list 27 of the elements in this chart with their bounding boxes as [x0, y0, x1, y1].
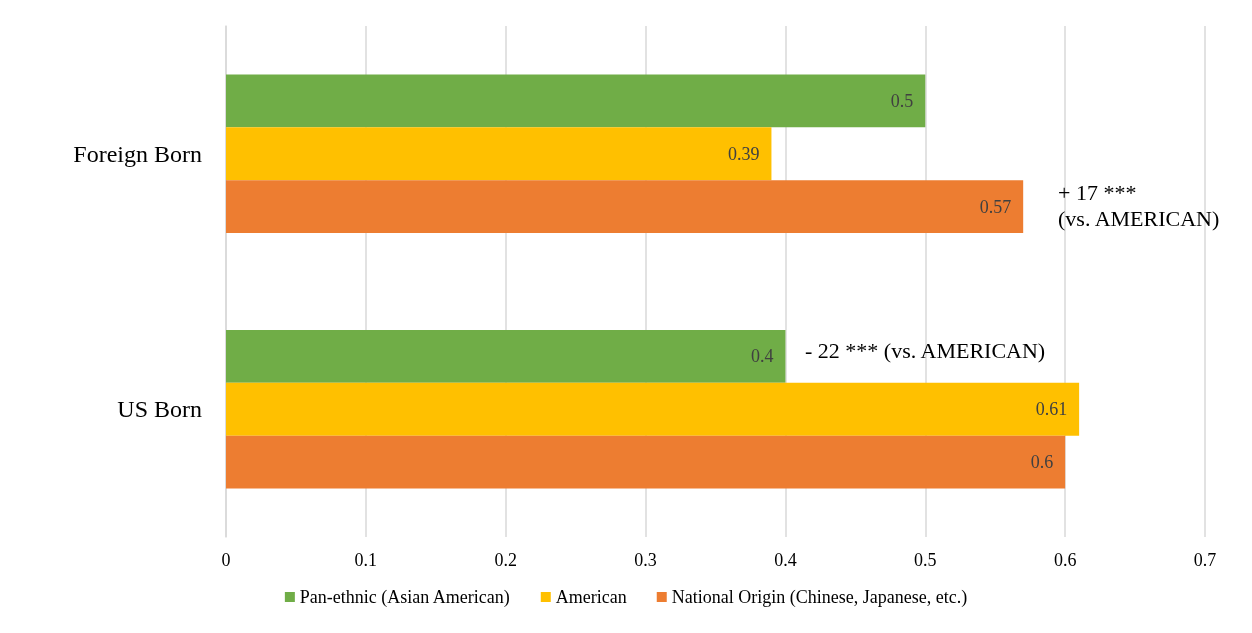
x-tick-label: 0.1 — [354, 550, 378, 570]
bar — [226, 435, 1066, 489]
y-tick-label: US Born — [117, 396, 202, 423]
bar — [226, 382, 1080, 436]
x-tick-label: 0.4 — [774, 550, 797, 570]
x-tick-label: 0.3 — [634, 550, 657, 570]
data-label: 0.57 — [979, 196, 1012, 217]
legend-label: Pan-ethnic (Asian American) — [299, 587, 510, 608]
data-label: 0.61 — [1035, 399, 1068, 420]
data-label: 0.39 — [727, 143, 760, 164]
data-label: 0.4 — [750, 346, 774, 367]
data-label: 0.6 — [1030, 452, 1054, 473]
data-label: 0.5 — [890, 90, 914, 111]
legend-label: American — [555, 587, 627, 607]
x-tick-label: 0.7 — [1193, 550, 1217, 570]
annotation: - 22 *** (vs. AMERICAN) — [805, 337, 1046, 363]
bar — [226, 127, 772, 181]
legend-label: National Origin (Chinese, Japanese, etc.) — [671, 587, 968, 608]
x-tick-label: 0.6 — [1053, 550, 1077, 570]
x-tick-label: 0.5 — [914, 550, 937, 570]
bar — [226, 74, 926, 128]
x-tick-label: 0.2 — [494, 550, 517, 570]
annotation: + 17 *** (vs. AMERICAN) — [1058, 179, 1220, 231]
x-tick-label: 0 — [221, 550, 231, 570]
bar — [226, 180, 1024, 233]
y-tick-label: Foreign Born — [73, 140, 202, 167]
bar — [226, 330, 786, 383]
